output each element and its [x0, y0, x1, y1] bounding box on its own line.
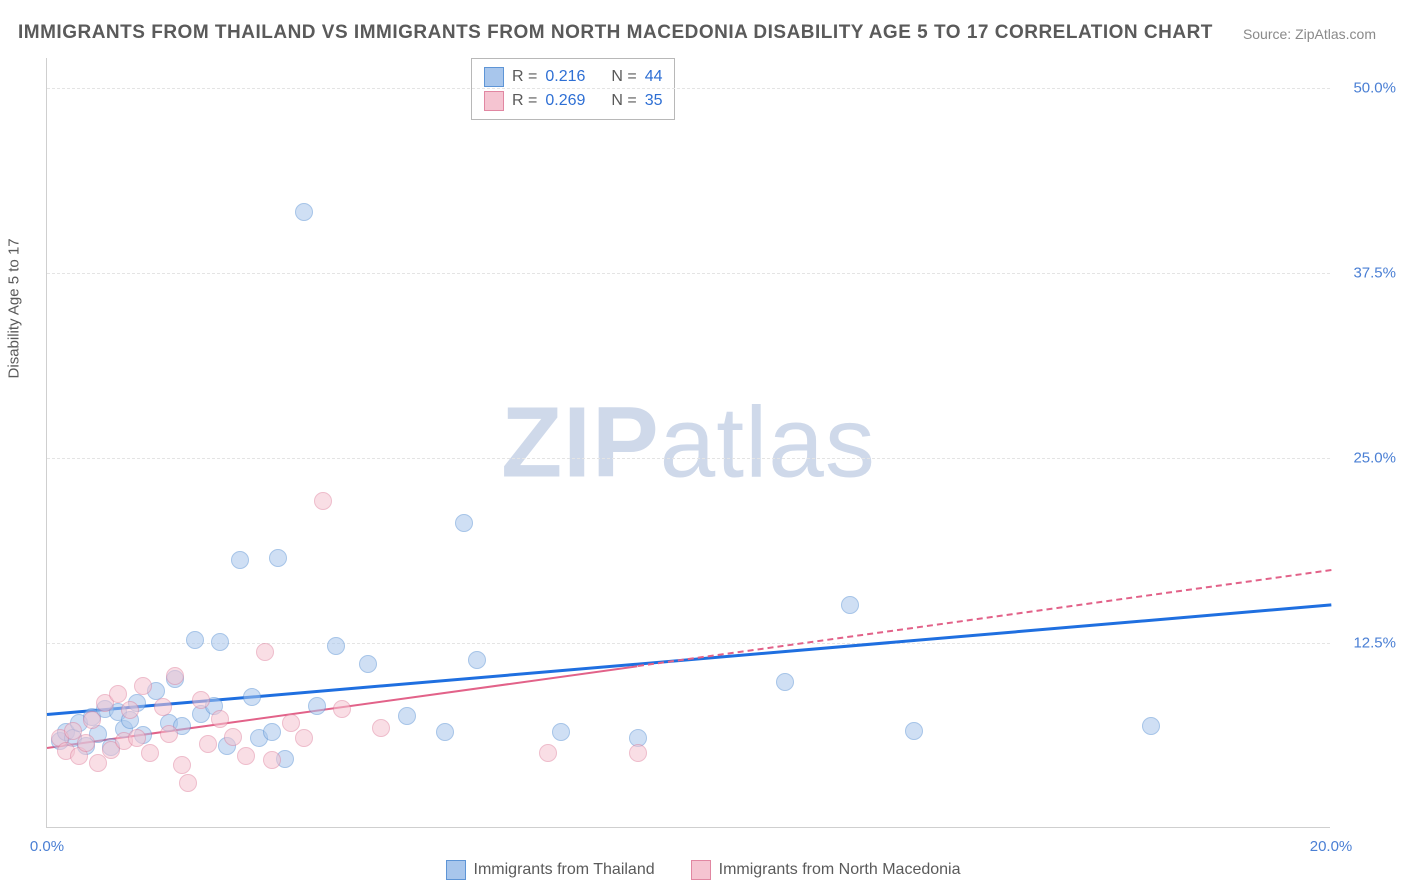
y-tick-label: 25.0%: [1336, 449, 1396, 466]
chart-title: IMMIGRANTS FROM THAILAND VS IMMIGRANTS F…: [18, 22, 1213, 44]
watermark-light: atlas: [660, 386, 876, 498]
data-point: [83, 711, 101, 729]
data-point: [141, 744, 159, 762]
data-point: [192, 691, 210, 709]
y-tick-label: 37.5%: [1336, 264, 1396, 281]
data-point: [77, 734, 95, 752]
data-point: [539, 744, 557, 762]
data-point: [308, 697, 326, 715]
x-tick-label: 0.0%: [30, 838, 64, 855]
data-point: [256, 643, 274, 661]
data-point: [295, 729, 313, 747]
legend-r-value: 0.216: [545, 68, 603, 86]
legend-label: Immigrants from North Macedonia: [719, 861, 961, 879]
legend-r-label: R =: [512, 92, 537, 110]
legend-row: R = 0.216 N = 44: [484, 65, 662, 89]
data-point: [372, 719, 390, 737]
y-axis-label: Disability Age 5 to 17: [6, 238, 23, 378]
legend-label: Immigrants from Thailand: [474, 861, 655, 879]
data-point: [468, 651, 486, 669]
x-tick-label: 20.0%: [1310, 838, 1353, 855]
data-point: [160, 725, 178, 743]
data-point: [109, 685, 127, 703]
legend-item: Immigrants from Thailand: [446, 860, 655, 880]
data-point: [121, 701, 139, 719]
legend-swatch: [691, 860, 711, 880]
data-point: [1142, 717, 1160, 735]
source-attribution: Source: ZipAtlas.com: [1243, 26, 1376, 42]
data-point: [327, 637, 345, 655]
data-point: [552, 723, 570, 741]
legend-swatch: [446, 860, 466, 880]
data-point: [128, 729, 146, 747]
watermark-bold: ZIP: [501, 386, 660, 498]
gridline: [47, 88, 1330, 89]
data-point: [211, 633, 229, 651]
data-point: [231, 551, 249, 569]
gridline: [47, 458, 1330, 459]
legend-row: R = 0.269 N = 35: [484, 89, 662, 113]
data-point: [211, 710, 229, 728]
data-point: [359, 655, 377, 673]
data-point: [186, 631, 204, 649]
y-tick-label: 50.0%: [1336, 79, 1396, 96]
legend-r-value: 0.269: [545, 92, 603, 110]
data-point: [436, 723, 454, 741]
data-point: [263, 751, 281, 769]
data-point: [314, 492, 332, 510]
data-point: [263, 723, 281, 741]
legend-n-value: 35: [645, 92, 663, 110]
data-point: [295, 203, 313, 221]
watermark: ZIPatlas: [501, 385, 876, 500]
data-point: [841, 596, 859, 614]
data-point: [166, 667, 184, 685]
data-point: [455, 514, 473, 532]
data-point: [333, 700, 351, 718]
legend-n-value: 44: [645, 68, 663, 86]
correlation-legend: R = 0.216 N = 44 R = 0.269 N = 35: [471, 58, 675, 120]
data-point: [134, 677, 152, 695]
data-point: [154, 698, 172, 716]
legend-n-label: N =: [611, 92, 636, 110]
data-point: [179, 774, 197, 792]
data-point: [629, 744, 647, 762]
data-point: [243, 688, 261, 706]
data-point: [776, 673, 794, 691]
data-point: [224, 728, 242, 746]
data-point: [905, 722, 923, 740]
legend-item: Immigrants from North Macedonia: [691, 860, 961, 880]
series-legend: Immigrants from Thailand Immigrants from …: [0, 860, 1406, 880]
scatter-plot-area: ZIPatlas R =0.216N =44R =0.269N =35 12.5…: [46, 58, 1330, 828]
data-point: [398, 707, 416, 725]
data-point: [173, 756, 191, 774]
regression-line: [637, 569, 1331, 667]
legend-swatch: [484, 91, 504, 111]
gridline: [47, 273, 1330, 274]
data-point: [199, 735, 217, 753]
data-point: [237, 747, 255, 765]
data-point: [282, 714, 300, 732]
y-tick-label: 12.5%: [1336, 634, 1396, 651]
gridline: [47, 643, 1330, 644]
legend-r-label: R =: [512, 68, 537, 86]
data-point: [269, 549, 287, 567]
legend-n-label: N =: [611, 68, 636, 86]
legend-swatch: [484, 67, 504, 87]
